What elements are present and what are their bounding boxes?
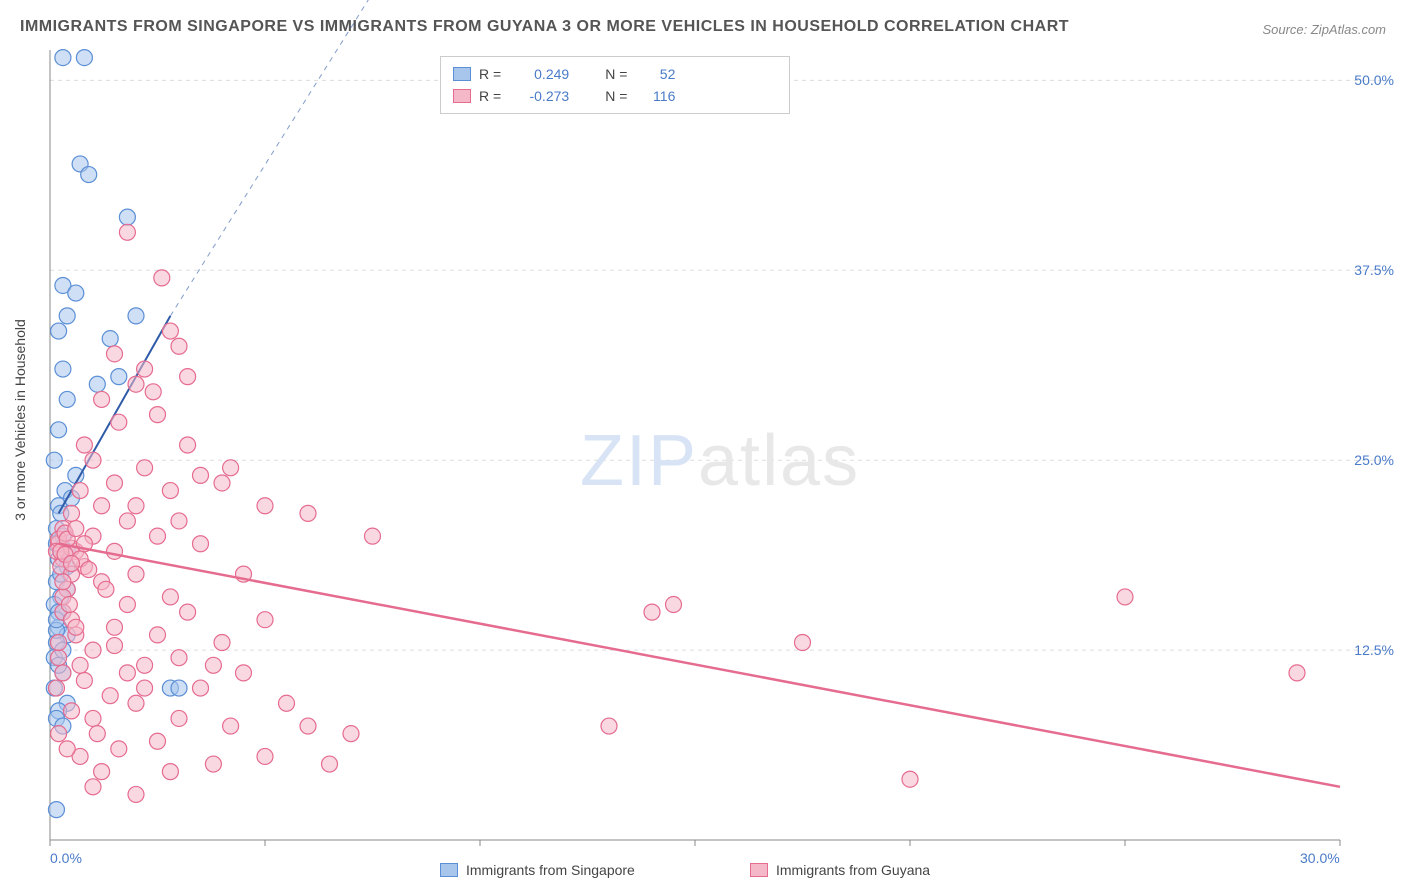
y-tick-label: 12.5% [1354,642,1394,658]
x-tick-label: 30.0% [1300,850,1340,866]
series-legend-guyana: Immigrants from Guyana [750,862,930,878]
scatter-chart [0,0,1406,892]
y-tick-label: 25.0% [1354,452,1394,468]
stats-legend-row: R =-0.273N =116 [453,85,777,107]
series-legend-singapore: Immigrants from Singapore [440,862,635,878]
y-tick-label: 37.5% [1354,262,1394,278]
stats-legend: R =0.249N =52R =-0.273N =116 [440,56,790,114]
y-tick-label: 50.0% [1354,72,1394,88]
stats-legend-row: R =0.249N =52 [453,63,777,85]
x-tick-label: 0.0% [50,850,82,866]
